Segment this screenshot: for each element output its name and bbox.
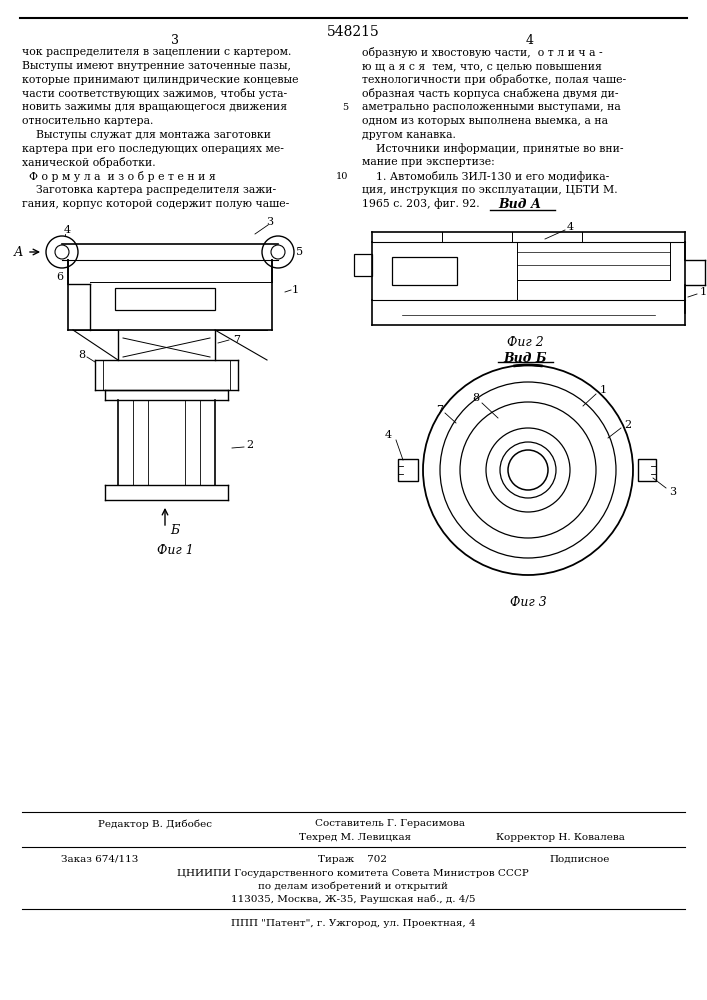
Text: 548215: 548215 <box>327 25 380 39</box>
Text: картера при его последующих операциях ме-: картера при его последующих операциях ме… <box>22 144 284 154</box>
Text: Фиг 2: Фиг 2 <box>507 336 544 349</box>
Text: 5: 5 <box>342 103 348 112</box>
Text: Заготовка картера распределителя зажи-: Заготовка картера распределителя зажи- <box>22 185 276 195</box>
Text: ю щ а я с я  тем, что, с целью повышения: ю щ а я с я тем, что, с целью повышения <box>362 61 602 71</box>
Text: Б: Б <box>170 524 180 538</box>
Text: аметрально расположенными выступами, на: аметрально расположенными выступами, на <box>362 102 621 112</box>
Bar <box>392 257 457 285</box>
Text: Редактор В. Дибобес: Редактор В. Дибобес <box>98 819 212 829</box>
Text: 4: 4 <box>526 33 534 46</box>
Text: 4: 4 <box>385 430 392 440</box>
Text: Выступы служат для монтажа заготовки: Выступы служат для монтажа заготовки <box>22 130 271 140</box>
Text: Составитель Г. Герасимова: Составитель Г. Герасимова <box>315 820 465 828</box>
Text: 1: 1 <box>600 385 607 395</box>
Bar <box>354 254 372 276</box>
Text: одном из которых выполнена выемка, а на: одном из которых выполнена выемка, а на <box>362 116 608 126</box>
Text: относительно картера.: относительно картера. <box>22 116 153 126</box>
Text: 4: 4 <box>64 225 71 235</box>
Bar <box>115 288 215 310</box>
Text: по делам изобретений и открытий: по делам изобретений и открытий <box>258 881 448 891</box>
Text: Фиг 3: Фиг 3 <box>510 596 547 609</box>
Text: 3: 3 <box>267 217 274 227</box>
Text: Вид Б: Вид Б <box>503 352 547 364</box>
Text: 113035, Москва, Ж-35, Раушская наб., д. 4/5: 113035, Москва, Ж-35, Раушская наб., д. … <box>230 894 475 904</box>
Text: образную и хвостовую части,  о т л и ч а -: образную и хвостовую части, о т л и ч а … <box>362 46 602 57</box>
Text: 1: 1 <box>291 285 298 295</box>
Text: ханической обработки.: ханической обработки. <box>22 157 156 168</box>
Text: 7: 7 <box>233 335 240 345</box>
Text: 1: 1 <box>699 287 706 297</box>
Text: чок распределителя в зацеплении с картером.: чок распределителя в зацеплении с картер… <box>22 47 291 57</box>
Text: 10: 10 <box>336 172 348 181</box>
Text: Источники информации, принятые во вни-: Источники информации, принятые во вни- <box>362 143 624 154</box>
Text: Фиг 1: Фиг 1 <box>157 544 194 556</box>
Text: Корректор Н. Ковалева: Корректор Н. Ковалева <box>496 834 624 842</box>
Text: 8: 8 <box>472 393 479 403</box>
Text: Вид А: Вид А <box>498 198 542 212</box>
Text: Техред М. Левицкая: Техред М. Левицкая <box>299 834 411 842</box>
Text: А: А <box>13 245 23 258</box>
Text: 2: 2 <box>624 420 631 430</box>
Text: 3: 3 <box>171 33 179 46</box>
Text: 7: 7 <box>436 405 443 415</box>
Text: 4: 4 <box>566 222 573 232</box>
Text: 1965 с. 203, фиг. 92.: 1965 с. 203, фиг. 92. <box>362 198 479 209</box>
Text: Выступы имеют внутренние заточенные пазы,: Выступы имеют внутренние заточенные пазы… <box>22 61 291 71</box>
Text: новить зажимы для вращающегося движения: новить зажимы для вращающегося движения <box>22 102 287 112</box>
Text: ППП "Патент", г. Ужгород, ул. Проектная, 4: ППП "Патент", г. Ужгород, ул. Проектная,… <box>230 918 475 928</box>
Bar <box>638 459 656 481</box>
Text: образная часть корпуса снабжена двумя ди-: образная часть корпуса снабжена двумя ди… <box>362 88 619 99</box>
Text: мание при экспертизе:: мание при экспертизе: <box>362 157 495 167</box>
Text: Подписное: Подписное <box>550 854 610 863</box>
Text: 1. Автомобиль ЗИЛ-130 и его модифика-: 1. Автомобиль ЗИЛ-130 и его модифика- <box>362 171 609 182</box>
Text: 2: 2 <box>247 440 254 450</box>
Text: которые принимают цилиндрические концевые: которые принимают цилиндрические концевы… <box>22 75 298 85</box>
Text: Ф о р м у л а  и з о б р е т е н и я: Ф о р м у л а и з о б р е т е н и я <box>22 171 216 182</box>
Text: Тираж    702: Тираж 702 <box>318 854 387 863</box>
Text: 8: 8 <box>78 350 86 360</box>
Text: ЦНИИПИ Государственного комитета Совета Министров СССР: ЦНИИПИ Государственного комитета Совета … <box>177 868 529 878</box>
Text: ция, инструкция по эксплуатации, ЦБТИ М.: ция, инструкция по эксплуатации, ЦБТИ М. <box>362 185 618 195</box>
Bar <box>398 459 418 481</box>
Text: гания, корпус которой содержит полую чаше-: гания, корпус которой содержит полую чаш… <box>22 199 289 209</box>
Text: технологичности при обработке, полая чаше-: технологичности при обработке, полая чаш… <box>362 74 626 85</box>
Text: 3: 3 <box>670 487 677 497</box>
Text: другом канавка.: другом канавка. <box>362 130 456 140</box>
Text: Заказ 674/113: Заказ 674/113 <box>62 854 139 863</box>
Text: 5: 5 <box>296 247 303 257</box>
Text: 6: 6 <box>57 272 64 282</box>
Text: части соответствующих зажимов, чтобы уста-: части соответствующих зажимов, чтобы уст… <box>22 88 287 99</box>
